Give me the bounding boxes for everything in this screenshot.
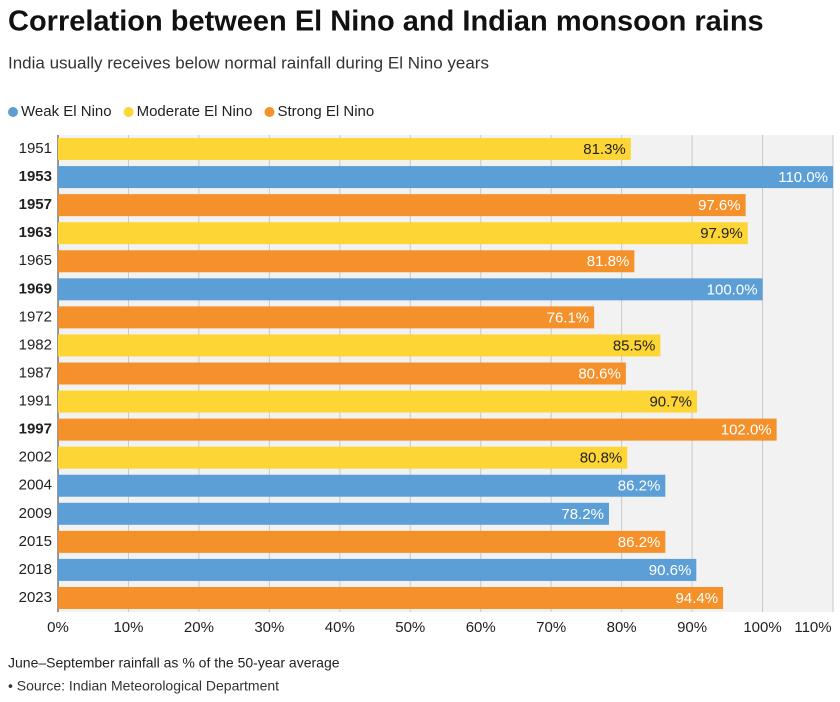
bar: [58, 558, 697, 581]
bar: [58, 418, 777, 441]
value-label: 100.0%: [707, 281, 758, 298]
value-label: 110.0%: [778, 169, 828, 186]
value-label: 80.6%: [578, 365, 621, 382]
y-tick-label: 1972: [19, 308, 52, 325]
value-label: 86.2%: [618, 478, 661, 495]
bar: [58, 194, 746, 217]
x-tick-label: 90%: [677, 619, 707, 636]
value-label: 81.8%: [587, 253, 630, 270]
value-label: 80.8%: [580, 450, 623, 467]
x-tick-label: 40%: [325, 619, 355, 636]
legend-label: Strong El Nino: [278, 103, 375, 120]
bar: [58, 306, 595, 329]
bar: [58, 474, 666, 497]
footnote: June–September rainfall as % of the 50-y…: [8, 655, 340, 671]
bar: [58, 362, 626, 385]
x-tick-label: 0%: [47, 619, 69, 636]
x-tick-label: 100%: [743, 619, 781, 636]
y-tick-label: 2023: [19, 589, 52, 606]
value-label: 90.6%: [649, 562, 692, 579]
y-tick-label: 1965: [19, 252, 52, 269]
y-tick-label: 1951: [19, 140, 52, 157]
bar: [58, 278, 763, 301]
value-label: 90.7%: [649, 394, 692, 411]
y-tick-label: 2004: [19, 477, 52, 494]
value-label: 78.2%: [561, 506, 604, 523]
chart-title: Correlation between El Nino and Indian m…: [8, 6, 764, 38]
legend-marker: [123, 107, 134, 117]
y-tick-label: 1969: [19, 280, 52, 297]
legend-marker: [8, 107, 18, 117]
x-tick-label: 110%: [794, 619, 831, 636]
y-tick-label: 1953: [19, 168, 52, 185]
value-label: 97.6%: [698, 197, 741, 214]
x-tick-label: 80%: [607, 619, 637, 636]
x-tick-label: 60%: [466, 619, 496, 636]
value-label: 97.9%: [700, 225, 743, 242]
value-label: 86.2%: [618, 534, 661, 551]
value-label: 94.4%: [676, 590, 719, 607]
y-tick-label: 1957: [19, 196, 52, 213]
bar: [58, 390, 698, 413]
bar: [58, 586, 724, 609]
y-tick-label: 1987: [19, 364, 52, 381]
legend-marker: [264, 107, 275, 117]
x-tick-label: 30%: [254, 619, 284, 636]
value-label: 81.3%: [583, 141, 626, 158]
chart-subtitle: India usually receives below normal rain…: [8, 53, 489, 72]
y-tick-label: 1963: [19, 224, 52, 241]
value-label: 85.5%: [613, 337, 656, 354]
legend-label: Weak El Nino: [21, 103, 112, 120]
bar: [58, 250, 635, 273]
bar: [58, 166, 833, 189]
legend-label: Moderate El Nino: [137, 103, 253, 120]
bar: [58, 530, 666, 553]
y-tick-label: 2018: [19, 561, 52, 578]
y-tick-label: 2015: [19, 533, 52, 550]
y-tick-label: 1982: [19, 336, 52, 353]
bar: [58, 222, 748, 245]
y-tick-label: 2009: [19, 505, 52, 522]
x-tick-label: 10%: [113, 619, 143, 636]
bar: [58, 446, 628, 469]
value-label: 102.0%: [721, 422, 772, 439]
y-tick-label: 2002: [19, 449, 52, 466]
x-tick-label: 70%: [536, 619, 566, 636]
y-tick-label: 1991: [19, 393, 52, 410]
source: • Source: Indian Meteorological Departme…: [8, 678, 279, 694]
bar: [58, 138, 631, 161]
value-label: 76.1%: [547, 309, 590, 326]
x-tick-label: 20%: [184, 619, 214, 636]
x-tick-label: 50%: [395, 619, 425, 636]
bar: [58, 334, 661, 357]
y-tick-label: 1997: [19, 421, 52, 438]
bar: [58, 502, 609, 525]
